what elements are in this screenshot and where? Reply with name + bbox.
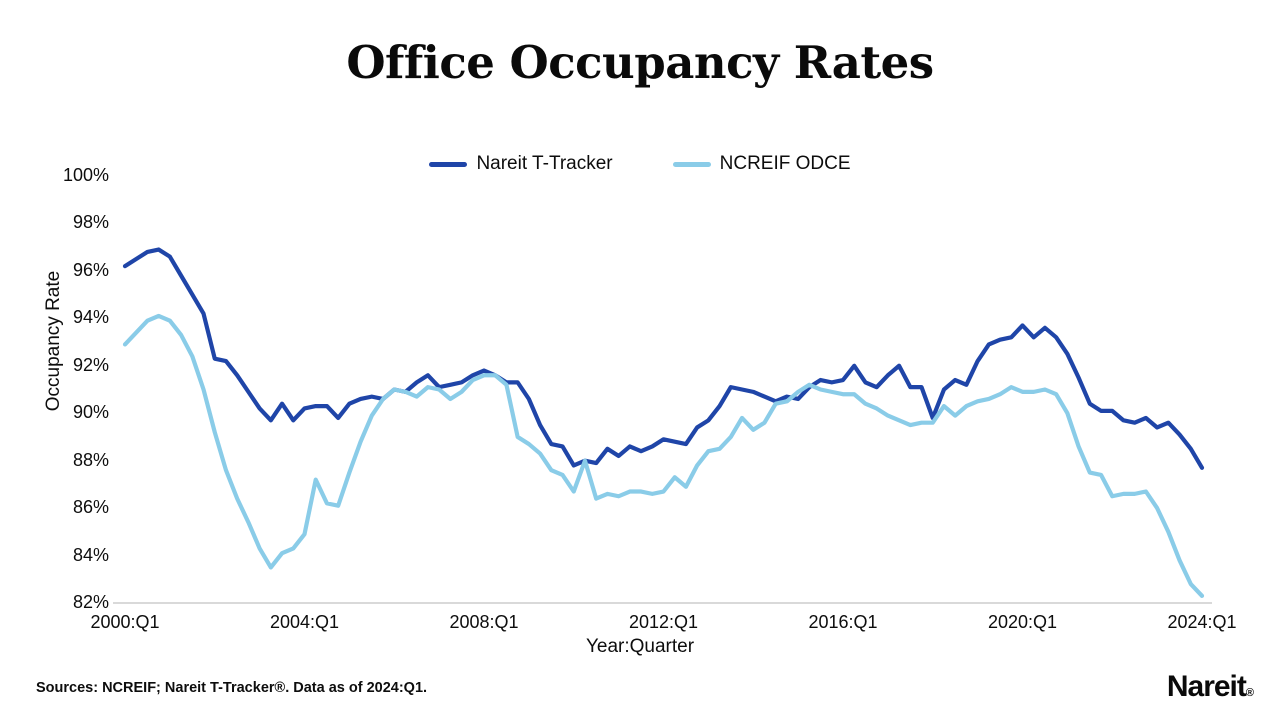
source-note: Sources: NCREIF; Nareit T-Tracker®. Data… — [36, 680, 428, 696]
y-tick-label: 92% — [72, 354, 109, 375]
y-tick-label: 84% — [72, 544, 109, 565]
y-tick-label: 86% — [72, 497, 109, 518]
x-axis-title: Year:Quarter — [585, 636, 695, 657]
legend-swatch-ncreif-odce — [672, 161, 711, 167]
page-title: Office Occupancy Rates — [346, 36, 934, 89]
y-tick-label: 100% — [62, 165, 109, 185]
x-tick-label: 2020:Q1 — [987, 612, 1058, 632]
chart-legend: Nareit T-Tracker NCREIF ODCE — [0, 153, 1280, 175]
x-tick-label: 2016:Q1 — [808, 612, 878, 632]
series-line-nareit-t-tracker — [122, 247, 1205, 470]
legend-item-nareit-t-tracker[interactable]: Nareit T-Tracker — [429, 153, 613, 175]
y-tick-label: 94% — [72, 307, 109, 328]
x-tick-label: 2008:Q1 — [449, 612, 519, 632]
registered-mark: ® — [1245, 687, 1254, 699]
y-tick-label: 90% — [72, 402, 109, 423]
legend-swatch-nareit-t-tracker — [429, 161, 468, 167]
y-tick-label: 82% — [72, 592, 109, 612]
x-tick-label: 2012:Q1 — [628, 612, 699, 632]
y-tick-label: 96% — [72, 259, 109, 280]
y-tick-label: 88% — [72, 449, 109, 470]
nareit-logo: Nareit® — [1167, 670, 1254, 704]
x-tick-label: 2004:Q1 — [269, 612, 340, 632]
legend-item-ncreif-odce[interactable]: NCREIF ODCE — [672, 153, 851, 175]
series-line-ncreif-odce — [122, 313, 1205, 598]
x-tick-label: 2024:Q1 — [1167, 612, 1237, 632]
legend-label-ncreif-odce: NCREIF ODCE — [719, 153, 851, 174]
series-layer — [122, 247, 1205, 598]
brand-name: Nareit — [1166, 670, 1247, 703]
x-tick-label: 2000:Q1 — [90, 612, 160, 632]
legend-label-nareit-t-tracker: Nareit T-Tracker — [476, 153, 613, 174]
y-axis-title: Occupancy Rate — [43, 270, 64, 412]
y-tick-label: 98% — [72, 212, 109, 233]
